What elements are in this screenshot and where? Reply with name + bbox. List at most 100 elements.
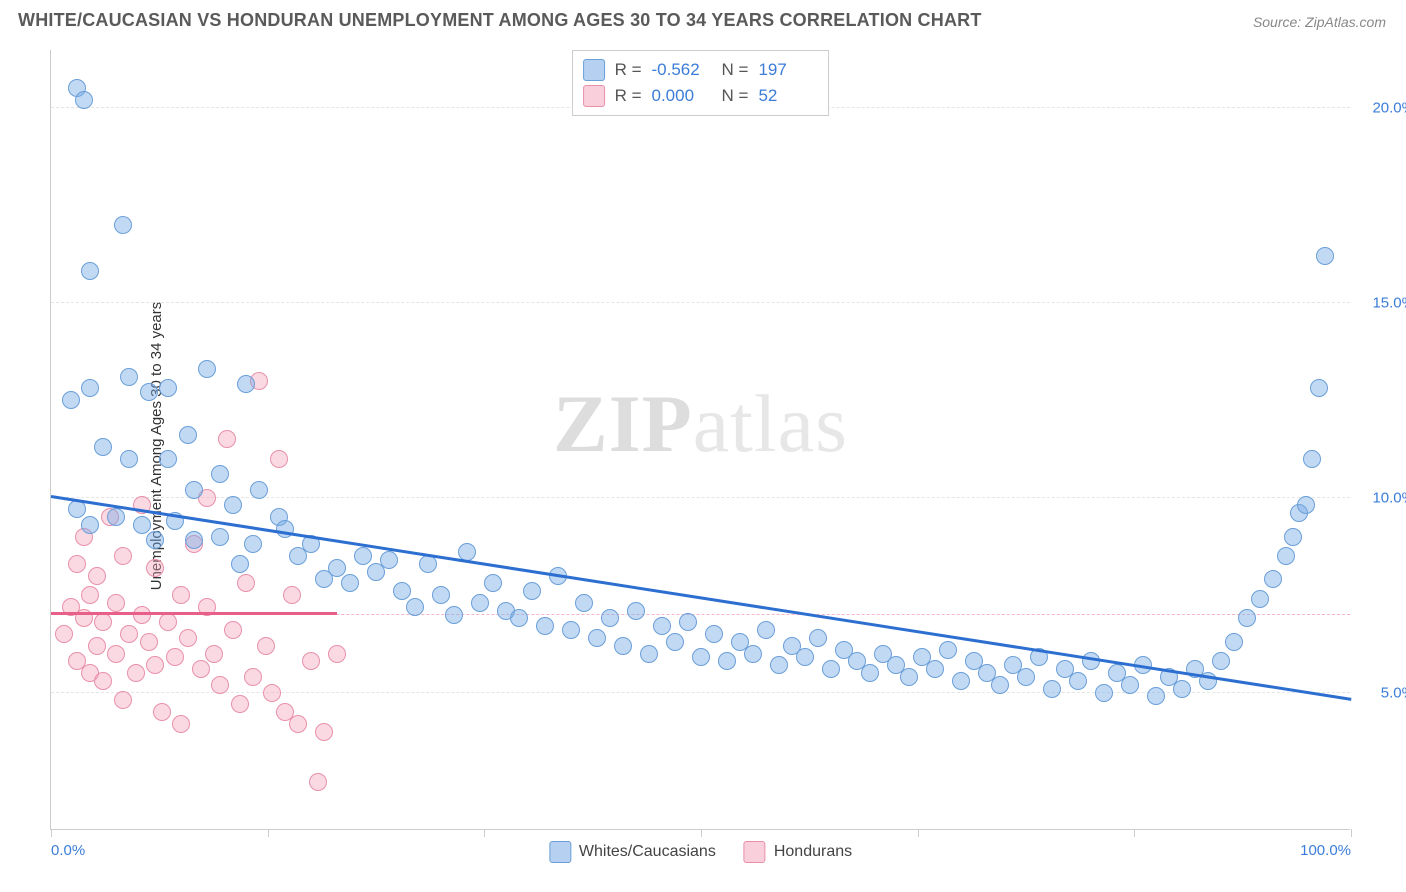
scatter-point-blue: [510, 609, 528, 627]
scatter-point-pink: [263, 684, 281, 702]
scatter-point-blue: [640, 645, 658, 663]
scatter-point-blue: [666, 633, 684, 651]
x-tick: [484, 829, 485, 837]
trend-line-pink: [51, 612, 337, 615]
scatter-point-blue: [159, 450, 177, 468]
scatter-point-blue: [380, 551, 398, 569]
scatter-point-blue: [1082, 652, 1100, 670]
scatter-point-blue: [328, 559, 346, 577]
y-tick-label: 10.0%: [1372, 489, 1406, 506]
stats-row: R =0.000N =52: [583, 83, 819, 109]
x-tick: [51, 829, 52, 837]
scatter-point-blue: [770, 656, 788, 674]
scatter-point-blue: [81, 262, 99, 280]
scatter-point-blue: [705, 625, 723, 643]
stats-r-label: R =: [615, 60, 642, 80]
scatter-point-blue: [198, 360, 216, 378]
scatter-point-blue: [1212, 652, 1230, 670]
scatter-point-pink: [179, 629, 197, 647]
scatter-point-blue: [1297, 496, 1315, 514]
scatter-point-blue: [419, 555, 437, 573]
watermark-zip: ZIP: [553, 378, 693, 469]
scatter-point-pink: [257, 637, 275, 655]
scatter-point-blue: [744, 645, 762, 663]
scatter-point-blue: [341, 574, 359, 592]
scatter-point-blue: [159, 379, 177, 397]
scatter-point-blue: [796, 648, 814, 666]
scatter-point-blue: [679, 613, 697, 631]
scatter-point-pink: [120, 625, 138, 643]
scatter-point-blue: [471, 594, 489, 612]
scatter-point-blue: [1316, 247, 1334, 265]
scatter-point-blue: [1017, 668, 1035, 686]
stats-r-value: -0.562: [652, 60, 712, 80]
source-attribution: Source: ZipAtlas.com: [1253, 14, 1386, 30]
scatter-point-pink: [224, 621, 242, 639]
x-tick: [701, 829, 702, 837]
scatter-point-blue: [211, 528, 229, 546]
scatter-point-blue: [757, 621, 775, 639]
scatter-point-blue: [601, 609, 619, 627]
scatter-point-blue: [614, 637, 632, 655]
scatter-point-blue: [1043, 680, 1061, 698]
scatter-point-pink: [94, 672, 112, 690]
scatter-point-blue: [1121, 676, 1139, 694]
scatter-point-blue: [926, 660, 944, 678]
stats-n-label: N =: [722, 86, 749, 106]
scatter-point-pink: [270, 450, 288, 468]
stats-row: R =-0.562N =197: [583, 57, 819, 83]
scatter-point-blue: [1147, 687, 1165, 705]
scatter-point-blue: [211, 465, 229, 483]
scatter-point-blue: [1310, 379, 1328, 397]
scatter-point-blue: [575, 594, 593, 612]
scatter-point-blue: [1173, 680, 1191, 698]
plot-area: ZIPatlas R =-0.562N =197R =0.000N =52 Wh…: [50, 50, 1350, 830]
y-tick-label: 5.0%: [1381, 684, 1406, 701]
scatter-point-blue: [809, 629, 827, 647]
scatter-point-blue: [588, 629, 606, 647]
scatter-point-blue: [1069, 672, 1087, 690]
scatter-point-blue: [393, 582, 411, 600]
scatter-point-blue: [185, 531, 203, 549]
scatter-point-pink: [133, 606, 151, 624]
scatter-point-blue: [627, 602, 645, 620]
scatter-point-pink: [237, 574, 255, 592]
legend-item: Hondurans: [744, 841, 852, 863]
legend-swatch-pink: [744, 841, 766, 863]
chart-title: WHITE/CAUCASIAN VS HONDURAN UNEMPLOYMENT…: [18, 10, 982, 31]
x-tick-label: 0.0%: [51, 842, 85, 859]
scatter-point-blue: [107, 508, 125, 526]
scatter-point-pink: [88, 637, 106, 655]
scatter-point-pink: [211, 676, 229, 694]
scatter-point-pink: [166, 648, 184, 666]
scatter-point-pink: [315, 723, 333, 741]
scatter-point-blue: [653, 617, 671, 635]
scatter-point-blue: [406, 598, 424, 616]
scatter-point-blue: [432, 586, 450, 604]
scatter-point-blue: [354, 547, 372, 565]
scatter-point-blue: [224, 496, 242, 514]
scatter-point-pink: [140, 633, 158, 651]
scatter-point-blue: [81, 379, 99, 397]
scatter-point-pink: [146, 656, 164, 674]
scatter-point-pink: [231, 695, 249, 713]
scatter-point-blue: [244, 535, 262, 553]
legend-swatch-blue: [549, 841, 571, 863]
scatter-point-blue: [133, 516, 151, 534]
stats-swatch-pink: [583, 85, 605, 107]
scatter-point-blue: [900, 668, 918, 686]
scatter-point-blue: [445, 606, 463, 624]
scatter-point-blue: [1095, 684, 1113, 702]
stats-n-value: 52: [758, 86, 818, 106]
stats-r-value: 0.000: [652, 86, 712, 106]
scatter-point-pink: [309, 773, 327, 791]
scatter-point-blue: [484, 574, 502, 592]
correlation-stats-box: R =-0.562N =197R =0.000N =52: [572, 50, 830, 116]
y-tick-label: 20.0%: [1372, 99, 1406, 116]
scatter-point-pink: [159, 613, 177, 631]
scatter-point-pink: [289, 715, 307, 733]
x-tick: [1351, 829, 1352, 837]
scatter-point-blue: [1264, 570, 1282, 588]
scatter-point-blue: [231, 555, 249, 573]
scatter-point-blue: [185, 481, 203, 499]
